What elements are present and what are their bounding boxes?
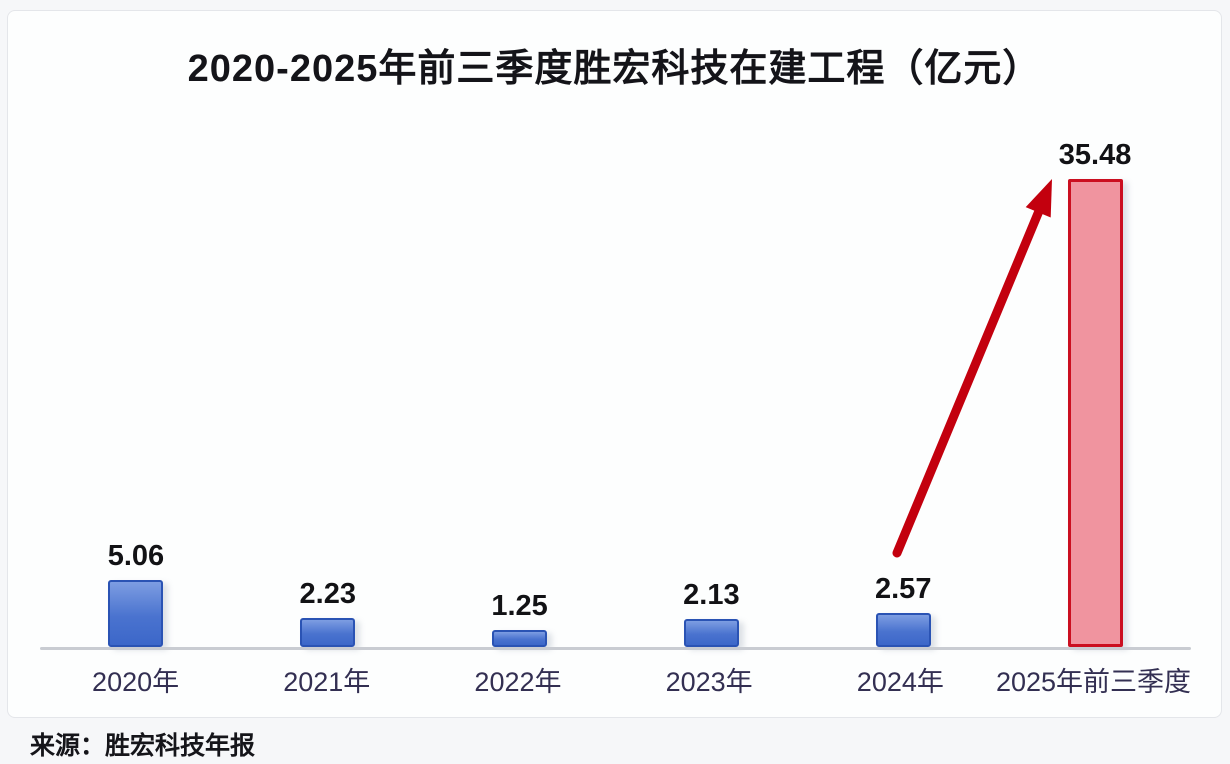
bar-value-label: 2.13: [683, 579, 740, 611]
chart-title: 2020-2025年前三季度胜宏科技在建工程（亿元）: [187, 48, 1042, 90]
bar-column: 2.13: [615, 579, 807, 647]
source-caption: 来源：胜宏科技年报: [30, 732, 256, 760]
bar-2023年[interactable]: [683, 619, 739, 647]
bars-row: 5.06 2.23 1.25 2.13 2.57 35.48: [40, 121, 1191, 647]
bar-value-label: 35.48: [1058, 139, 1132, 171]
x-axis-label: 2024年: [856, 667, 944, 697]
x-axis-line: [40, 647, 1191, 650]
bar-value-label: 5.06: [107, 540, 165, 572]
x-axis-label: 2022年: [474, 667, 562, 697]
bar-value-label: 2.23: [299, 578, 356, 610]
bar-value-label: 2.57: [875, 573, 932, 605]
x-axis-label: 2021年: [283, 667, 371, 697]
bar-2024年[interactable]: [875, 613, 931, 647]
x-axis-label: 2023年: [665, 667, 753, 697]
chart-card: 2020-2025年前三季度胜宏科技在建工程（亿元） 5.06 2.23 1.25 2…: [7, 10, 1222, 718]
bar-2021年[interactable]: [300, 618, 356, 647]
bar-column: 35.48: [999, 139, 1191, 647]
plot-area: 5.06 2.23 1.25 2.13 2.57 35.48: [40, 121, 1191, 647]
x-axis-label: 2025年前三季度: [995, 667, 1192, 697]
bar-value-label: 1.25: [491, 590, 548, 622]
bar-column: 2.23: [232, 578, 424, 647]
x-labels-row: 2020年 2021年 2022年 2023年 2024年 2025年前三季度: [40, 663, 1191, 701]
bar-2022年[interactable]: [492, 630, 548, 647]
bar-2025年前三季度[interactable]: [1067, 179, 1123, 647]
x-axis-label: 2020年: [92, 667, 180, 697]
bar-column: 1.25: [424, 590, 616, 647]
bar-2020年[interactable]: [108, 580, 164, 647]
bar-column: 2.57: [807, 573, 999, 647]
bar-column: 5.06: [40, 540, 232, 647]
